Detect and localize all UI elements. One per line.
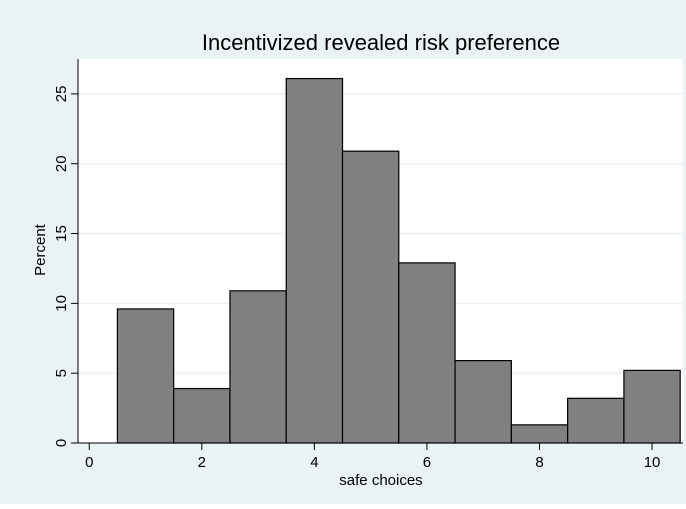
histogram-bar: [341, 150, 400, 444]
y-tick-label: 0: [53, 439, 70, 447]
axes: 0 5 10 15 20 25 0 2 4 6 8 10: [53, 59, 683, 471]
histogram-bar: [285, 77, 344, 444]
x-tick-label: 6: [423, 454, 431, 471]
y-tick-label: 20: [53, 155, 70, 172]
histogram-bar: [173, 387, 231, 444]
histogram-bar: [510, 424, 569, 444]
histogram-bar: [567, 397, 625, 444]
chart-title: Incentivized revealed risk preference: [202, 30, 560, 55]
x-tick-label: 2: [198, 454, 206, 471]
histogram-bar: [116, 308, 175, 444]
x-tick-label: 10: [644, 454, 661, 471]
y-tick-label: 15: [53, 225, 70, 242]
x-tick-label: 8: [535, 454, 543, 471]
x-axis-label: safe choices: [339, 472, 422, 489]
histogram-bar: [398, 262, 456, 444]
y-tick-label: 10: [53, 295, 70, 312]
x-tick-label: 0: [85, 454, 93, 471]
bars: [116, 77, 681, 444]
y-tick-label: 25: [53, 86, 70, 103]
x-tick-label: 4: [310, 454, 318, 471]
histogram-bar: [229, 290, 287, 444]
histogram-bar: [623, 369, 681, 444]
y-axis-label: Percent: [32, 223, 49, 276]
histogram-bar: [454, 360, 512, 444]
y-tick-label: 5: [53, 369, 70, 377]
